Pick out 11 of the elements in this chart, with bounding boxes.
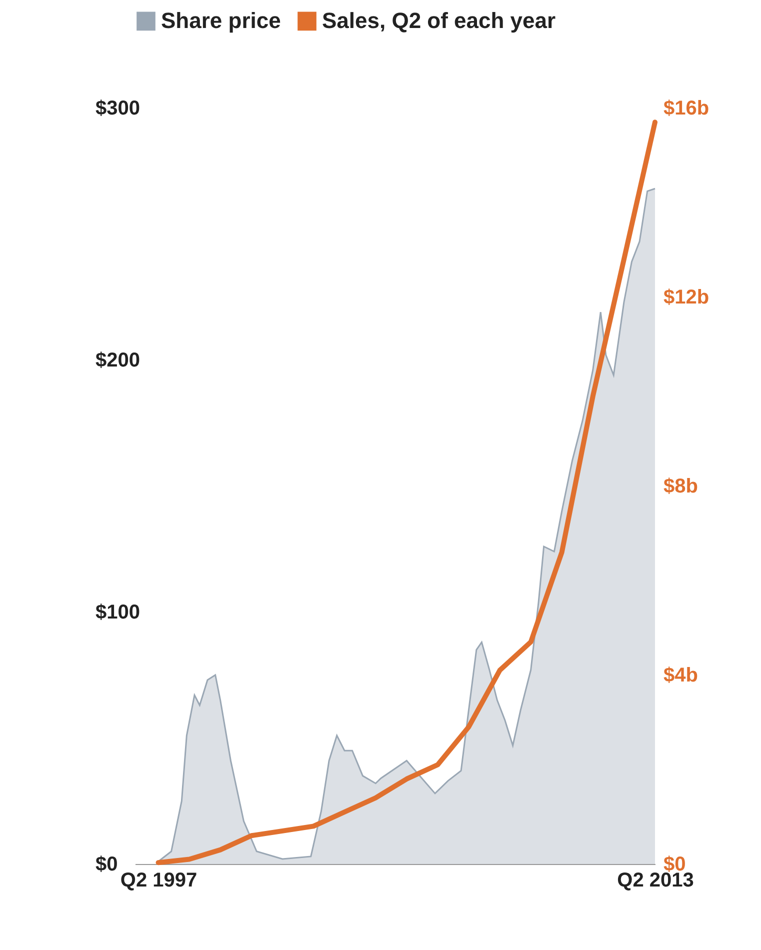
y2-tick-label: $16b [664,98,710,120]
legend-label: Share price [161,8,281,34]
y-tick-label: $100 [96,602,140,624]
y2-tick-label: $12b [664,286,710,308]
legend-label: Sales, Q2 of each year [322,8,556,34]
y-tick-label: $300 [96,98,140,120]
x-tick-label: Q2 1997 [120,870,198,892]
y-tick-label: $200 [96,350,140,372]
y2-tick-label: $4b [664,664,698,686]
y-tick-label: $0 [96,854,118,876]
y2-tick-label: $8b [664,476,698,498]
